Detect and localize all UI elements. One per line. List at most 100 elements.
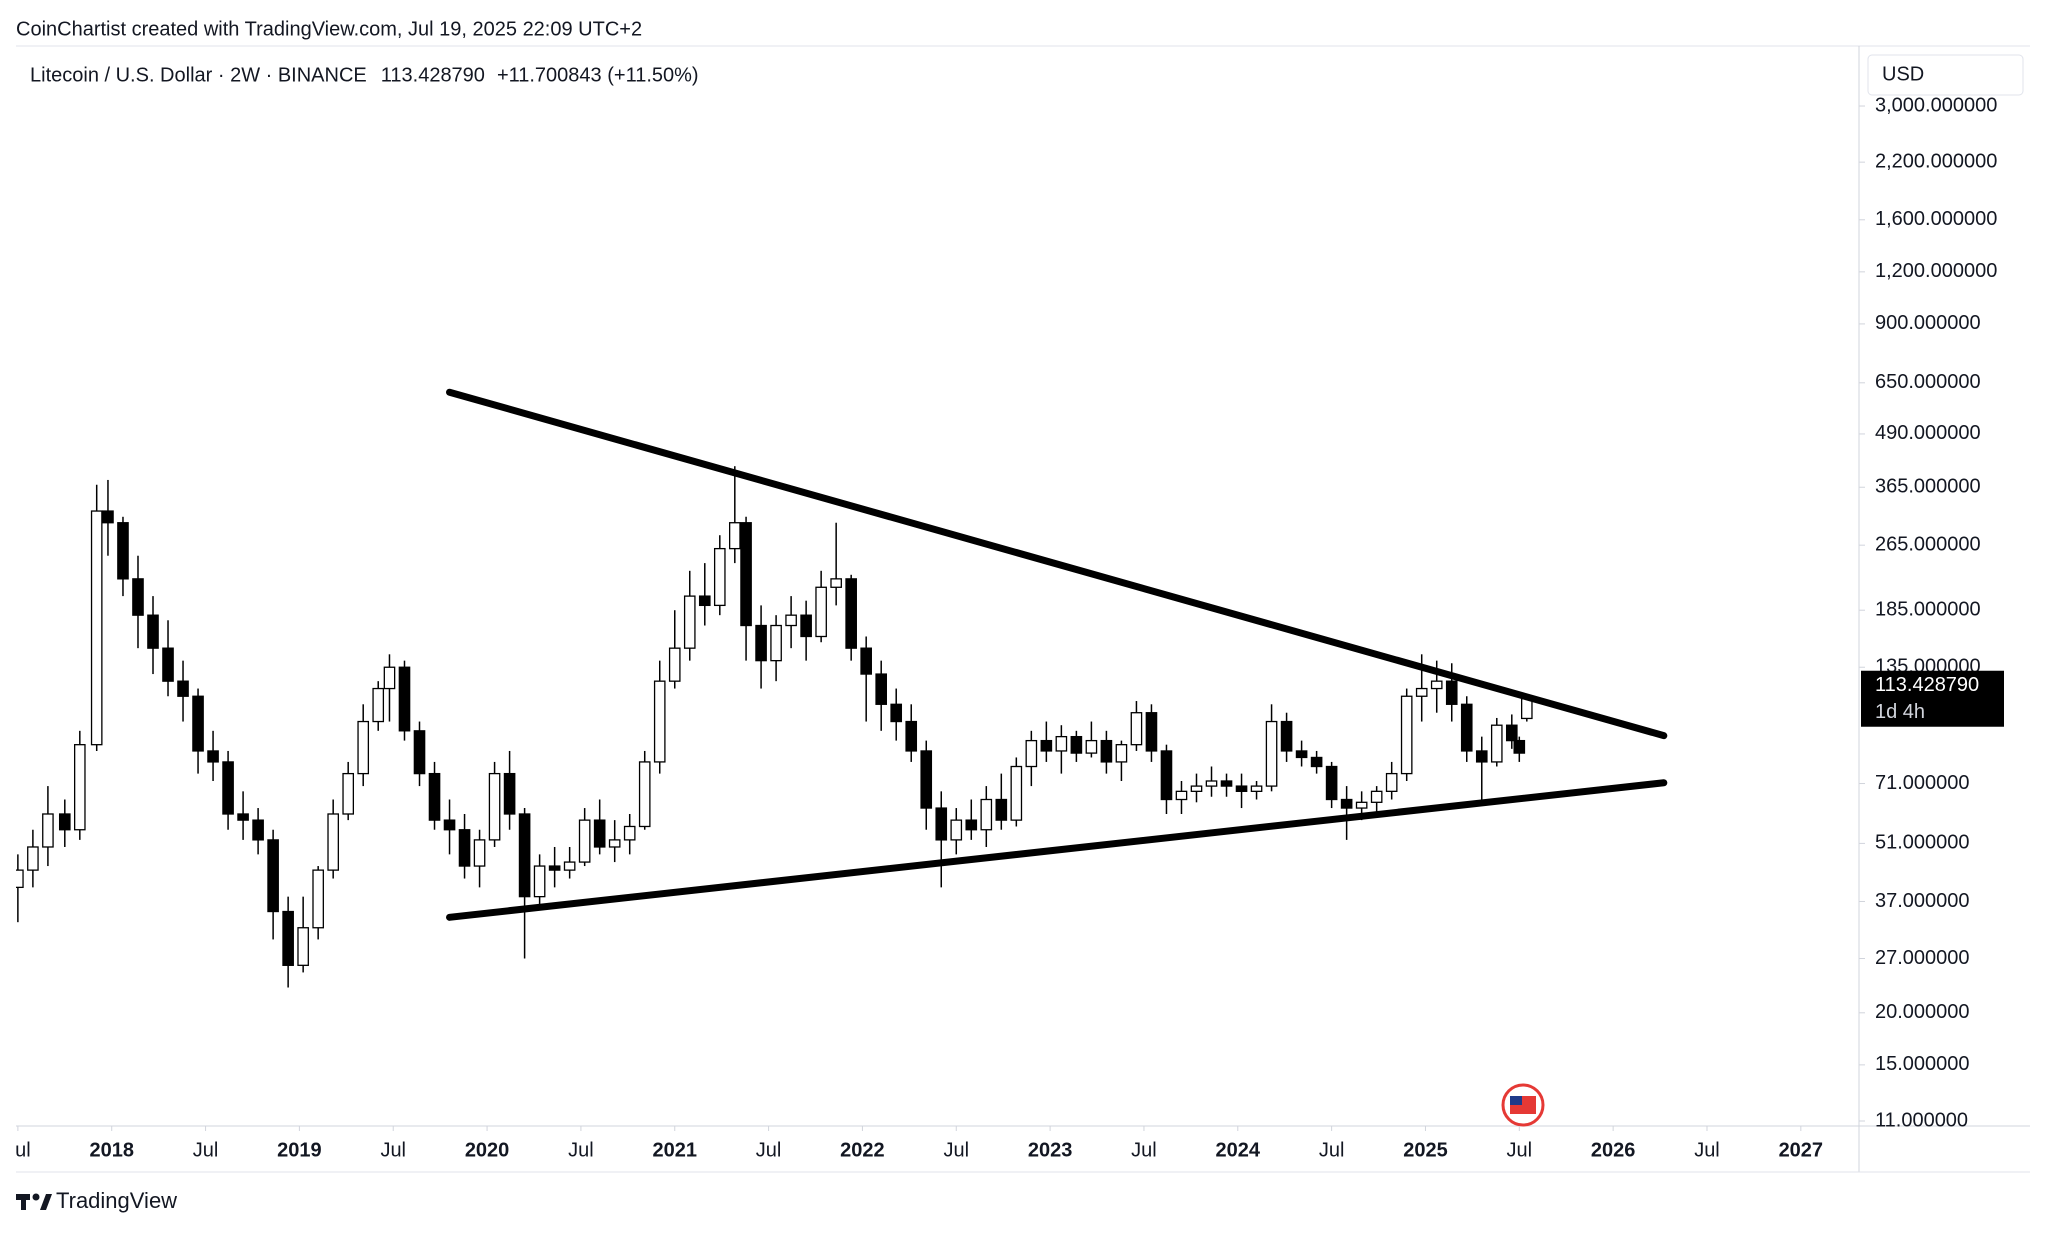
candle-body <box>1130 712 1143 746</box>
x-tick-label: 2025 <box>1403 1139 1448 1161</box>
y-tick-label: 265.000000 <box>1875 533 1981 555</box>
candle-body <box>1160 750 1173 801</box>
candle-body <box>800 614 812 638</box>
candle-body <box>1055 735 1068 752</box>
plot <box>16 388 1668 988</box>
candle-body <box>1445 680 1458 705</box>
candle-body <box>1385 772 1398 792</box>
candle-body <box>770 624 782 662</box>
trendline <box>446 388 1668 740</box>
candle-body <box>237 813 249 821</box>
candle-body <box>950 819 963 841</box>
candle-body <box>890 703 903 723</box>
candle-body <box>830 578 842 588</box>
countdown: 1d 4h <box>1875 701 1925 723</box>
candle-body <box>222 761 234 815</box>
candle-body <box>533 865 546 898</box>
candle-body <box>413 730 426 775</box>
candle-body <box>1490 724 1503 763</box>
candle-body <box>282 910 294 966</box>
candle-body <box>458 829 471 867</box>
candle-body <box>102 510 114 524</box>
x-tick-label: 2027 <box>1779 1139 1824 1161</box>
candle-body <box>965 819 978 831</box>
x-tick-label: Jul <box>5 1139 31 1161</box>
candle-body <box>608 839 621 848</box>
flag-canton[interactable] <box>1510 1096 1522 1105</box>
x-tick-label: 2022 <box>840 1139 885 1161</box>
candle-body <box>1520 698 1533 720</box>
candle-body <box>192 695 204 752</box>
currency-box[interactable] <box>1867 54 2024 96</box>
candle-body <box>1280 720 1293 752</box>
candle-body <box>177 680 189 697</box>
candle-body <box>785 614 797 627</box>
y-tick-label: 51.000000 <box>1875 832 1970 854</box>
candle-body <box>297 927 309 966</box>
candle-body <box>312 869 324 929</box>
candle-body <box>1340 798 1353 809</box>
y-tick-label: 27.000000 <box>1875 947 1970 969</box>
candle-body <box>398 666 411 732</box>
currency[interactable]: USD <box>1882 63 1924 85</box>
y-tick-label: 185.000000 <box>1875 598 1981 620</box>
candle-body <box>1355 801 1368 809</box>
candle-body <box>1295 750 1308 759</box>
y-tick-label: 1,200.000000 <box>1875 260 1997 282</box>
x-tick-label: 2021 <box>653 1139 698 1161</box>
candle-body <box>27 846 39 871</box>
candle-body <box>252 819 264 841</box>
candle-body <box>117 522 129 580</box>
symbol: Litecoin / U.S. Dollar · 2W · BINANCE <box>30 64 367 86</box>
candle-body <box>815 586 827 638</box>
candle-body <box>162 647 174 682</box>
candle-body <box>653 680 666 763</box>
candle-body <box>42 813 54 848</box>
candle-body <box>1235 785 1248 792</box>
candle-body <box>980 798 993 831</box>
candle-body <box>1415 687 1428 697</box>
candle-body <box>372 687 385 723</box>
y-tick-label: 1,600.000000 <box>1875 208 1997 230</box>
candle-body <box>73 744 86 831</box>
candle-body <box>132 578 144 616</box>
candle-body <box>1070 735 1083 754</box>
candle-body <box>90 510 103 746</box>
candle-body <box>920 750 933 809</box>
candle-body <box>1205 780 1218 787</box>
candle-body <box>1310 756 1323 768</box>
x-tick-label: Jul <box>756 1139 782 1161</box>
candle-body <box>1085 739 1098 754</box>
y-tick-label: 20.000000 <box>1875 1001 1970 1023</box>
candle-body <box>875 673 888 705</box>
y-tick-label: 650.000000 <box>1875 371 1981 393</box>
x-tick-label: Jul <box>193 1139 219 1161</box>
candle-body <box>1115 744 1128 763</box>
candle-body <box>1175 790 1188 801</box>
legend-change: +11.700843 (+11.50%) <box>497 64 699 86</box>
candle-body <box>1025 739 1038 768</box>
x-tick-label: Jul <box>1694 1139 1720 1161</box>
trendline <box>446 779 1668 921</box>
x-tick-label: 2023 <box>1028 1139 1073 1161</box>
candle-body <box>593 819 606 848</box>
footer: TradingView <box>56 1188 177 1213</box>
x-tick-label: 2026 <box>1591 1139 1636 1161</box>
flag-icon[interactable] <box>1501 1083 1545 1127</box>
candle-body <box>683 595 696 649</box>
candle-body <box>342 772 355 815</box>
candle-body <box>638 761 651 828</box>
candle-body <box>1250 785 1263 792</box>
x-tick-label: 2020 <box>465 1139 510 1161</box>
candle-body <box>1040 739 1053 752</box>
legend: Litecoin / U.S. Dollar · 2W · BINANCE 11… <box>30 64 699 86</box>
last-price-label: 113.428790 <box>1875 674 1979 696</box>
candle-body <box>503 772 516 815</box>
candle-body <box>1505 724 1518 742</box>
candle-body <box>1513 739 1526 754</box>
x-tick-label: Jul <box>1507 1139 1533 1161</box>
candle-body <box>935 807 948 841</box>
x-axis: Jul 2018 Jul 2019 Jul 2020 Jul 2021 Jul 2022 Jul 20… <box>5 1126 1824 1161</box>
x-tick-label: Jul <box>1319 1139 1345 1161</box>
